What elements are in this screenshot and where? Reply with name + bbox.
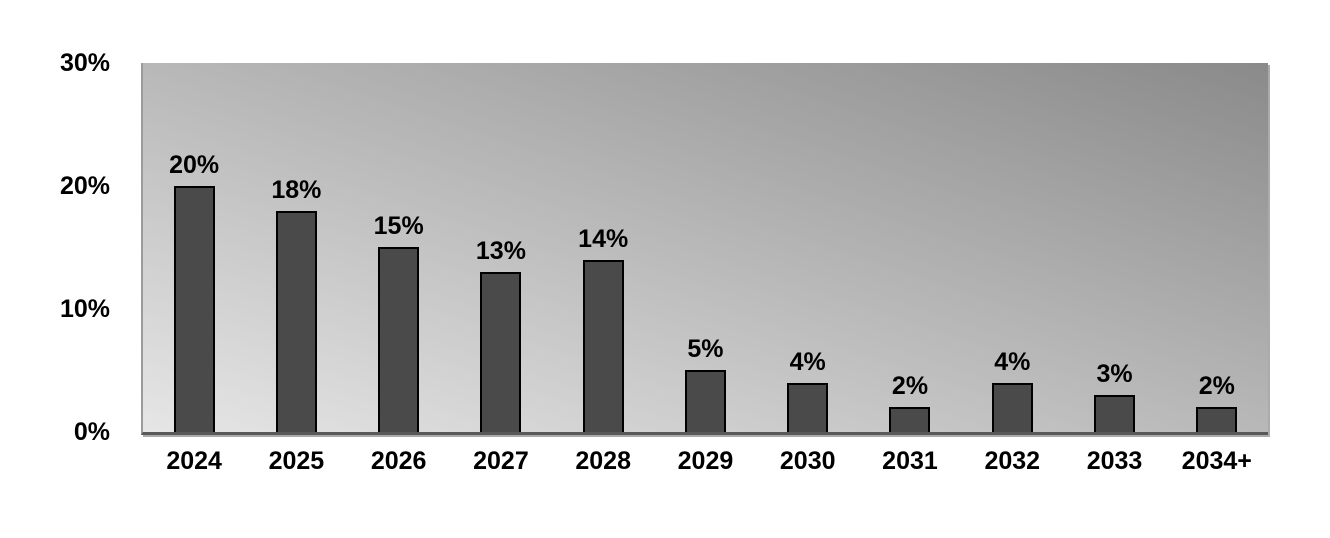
bar	[378, 247, 420, 432]
bar	[1094, 395, 1136, 432]
bar	[275, 211, 317, 432]
bar-column: 20%	[143, 63, 245, 432]
y-axis: 30% 20% 10% 0%	[0, 0, 110, 538]
bar	[991, 383, 1033, 432]
bar-column: 5%	[654, 63, 756, 432]
bar-value-label: 20%	[169, 151, 220, 179]
bar-column: 4%	[757, 63, 859, 432]
y-axis-tick-label: 10%	[59, 295, 110, 323]
bar-column: 3%	[1063, 63, 1165, 432]
bar-value-label: 3%	[1096, 360, 1133, 388]
bar-value-label: 13%	[475, 237, 526, 265]
bar-column: 2%	[859, 63, 961, 432]
x-axis: 2024 2025 2026 2027 2028 2029 2030 2031 2032 2033…	[143, 446, 1268, 476]
y-axis-tick-label: 30%	[59, 49, 110, 77]
y-axis-tick-label: 0%	[73, 418, 110, 446]
bar-value-label: 2%	[891, 372, 929, 400]
x-axis-label: 2031	[882, 447, 938, 475]
x-axis-label: 2033	[1086, 447, 1143, 475]
bar-value-label: 2%	[1198, 372, 1235, 400]
bar-column: 15%	[348, 63, 450, 432]
bar	[889, 407, 931, 432]
bar-value-label: 15%	[373, 212, 424, 240]
x-axis-label: 2026	[370, 447, 427, 475]
bar	[787, 383, 829, 432]
bar-value-label: 4%	[789, 348, 826, 376]
bar-value-label: 14%	[578, 225, 629, 253]
y-axis-tick-label: 20%	[59, 172, 110, 200]
bar-value-label: 4%	[994, 348, 1031, 376]
x-axis-label: 2025	[268, 447, 325, 475]
x-axis-label: 2034+	[1181, 447, 1252, 475]
bar-value-label: 5%	[687, 335, 724, 363]
bar	[1196, 407, 1238, 432]
plot-area: 20% 18% 15% 13% 14% 5% 4% 2% 4% 3% 2%	[141, 63, 1268, 435]
x-axis-label: 2027	[473, 447, 529, 475]
bar-column: 14%	[552, 63, 654, 432]
bar-column: 13%	[450, 63, 552, 432]
bar-column: 2%	[1166, 63, 1268, 432]
bar-column: 18%	[245, 63, 347, 432]
bar	[582, 260, 624, 432]
x-axis-label: 2028	[575, 447, 631, 475]
x-axis-label: 2032	[984, 447, 1041, 475]
x-axis-label: 2030	[779, 447, 836, 475]
x-axis-label: 2024	[166, 447, 222, 475]
bar-column: 4%	[961, 63, 1063, 432]
bar	[480, 272, 522, 432]
bar	[684, 370, 726, 432]
x-axis-label: 2029	[677, 447, 734, 475]
bar	[173, 186, 215, 432]
bar-value-label: 18%	[271, 176, 322, 204]
